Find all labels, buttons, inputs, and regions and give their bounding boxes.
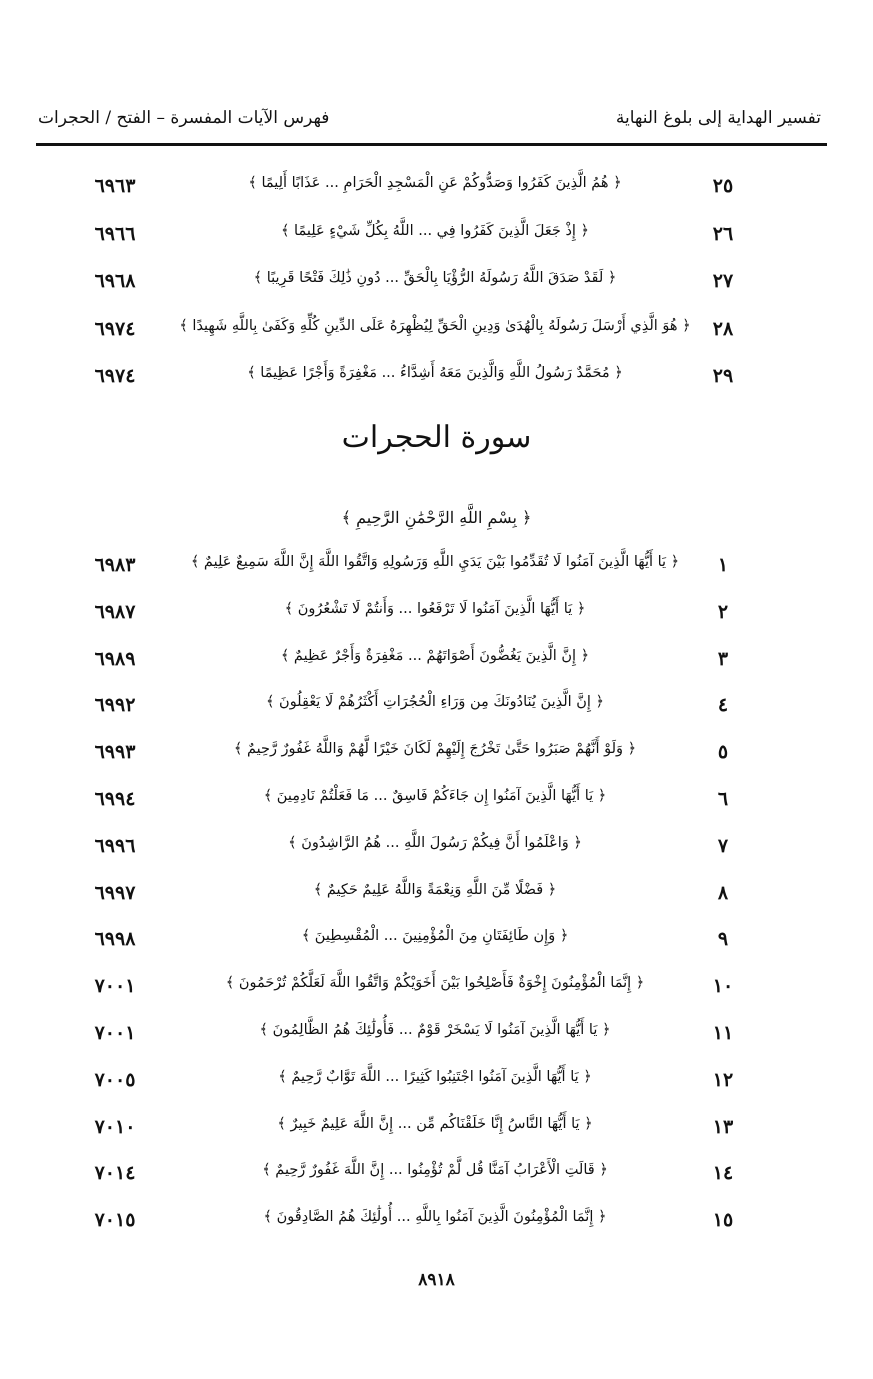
page-reference: ٧٠٠١ [94,1022,136,1044]
verse-number: ٢٥ [712,175,734,197]
verse-number: ١٥ [712,1209,734,1232]
index-row: ٧ ﴿ وَاعْلَمُوا أَنَّ فِيكُمْ رَسُولَ الل… [0,835,873,865]
index-row: ٣ ﴿ إِنَّ الَّذِينَ يَغُضُّونَ أَصْوَاتَه… [0,648,873,678]
verse-number: ١٢ [712,1068,734,1091]
running-header-section-title: فهرس الآيات المفسرة – الفتح / الحجرات [38,108,330,128]
verse-number: ٨ [717,881,729,904]
verse-text: ﴿ يَا أَيُّهَا الَّذِينَ آمَنُوا لَا تُق… [190,554,680,570]
index-row: ١٢ ﴿ يَا أَيُّهَا الَّذِينَ آمَنُوا اجْتَ… [0,1069,873,1099]
verse-number: ١٤ [712,1162,734,1185]
surah-title: سورة الحجرات [341,420,532,455]
verse-number: ٥ [717,741,729,764]
verse-text: ﴿ إِنَّمَا الْمُؤْمِنُونَ الَّذِينَ آمَن… [263,1209,607,1226]
page-reference: ٦٩٧٤ [94,317,136,340]
page-reference: ٧٠١٥ [94,1209,136,1232]
verse-number: ٢ [717,600,729,623]
index-row: ٦ ﴿ يَا أَيُّهَا الَّذِينَ آمَنُوا إِن جَ… [0,788,873,818]
verse-text: ﴿ وَاعْلَمُوا أَنَّ فِيكُمْ رَسُولَ اللَ… [288,834,582,851]
page-reference: ٦٩٨٣ [94,554,136,576]
verse-number: ٧ [717,834,729,857]
verse-number: ٣ [717,647,729,670]
index-row: ٨ ﴿ فَضْلًا مِّنَ اللَّهِ وَنِعْمَةً وَال… [0,882,873,912]
page-reference: ٦٩٩٦ [94,834,136,857]
verse-number: ٢٧ [712,270,734,292]
page-reference: ٦٩٧٤ [94,365,136,387]
verse-text: ﴿ إِنَّمَا الْمُؤْمِنُونَ إِخْوَةٌ فَأَص… [225,975,645,992]
verse-number: ١٠ [712,975,734,998]
verse-text: ﴿ يَا أَيُّهَا الَّذِينَ آمَنُوا إِن جَا… [263,788,607,804]
index-row: ٢٧ ﴿ لَقَدْ صَدَقَ اللَّهُ رَسُولَهُ الرُ… [0,270,873,300]
page-reference: ٦٩٦٣ [94,175,136,197]
verse-text: ﴿ لَقَدْ صَدَقَ اللَّهُ رَسُولَهُ الرُّؤ… [253,270,617,286]
verse-text: ﴿ وَلَوْ أَنَّهُمْ صَبَرُوا حَتَّىٰ تَخْ… [233,741,637,758]
index-row: ١٤ ﴿ قَالَتِ الْأَعْرَابُ آمَنَّا قُل لَّ… [0,1162,873,1192]
verse-number: ١ [717,554,729,576]
verse-text: ﴿ وَإِن طَائِفَتَانِ مِنَ الْمُؤْمِنِينَ… [301,928,569,945]
page-reference: ٦٩٩٣ [94,741,136,764]
index-row: ١٥ ﴿ إِنَّمَا الْمُؤْمِنُونَ الَّذِينَ آم… [0,1209,873,1239]
verse-number: ٢٩ [712,365,734,387]
page-reference: ٦٩٩٤ [94,788,136,810]
page-reference: ٦٩٦٨ [94,270,136,292]
page-reference: ٦٩٩٢ [94,694,136,717]
verse-number: ١٣ [712,1115,734,1138]
page-number: ٨٩١٨ [418,1270,455,1290]
page-reference: ٦٩٩٧ [94,881,136,904]
page-reference: ٦٩٦٦ [94,222,136,245]
index-row: ١٣ ﴿ يَا أَيُّهَا النَّاسُ إِنَّا خَلَقْن… [0,1116,873,1146]
verse-text: ﴿ إِذْ جَعَلَ الَّذِينَ كَفَرُوا فِي ...… [280,222,590,239]
header-rule [36,143,827,146]
verse-number: ٩ [717,928,729,951]
basmala: ﴿ بِسْمِ اللَّهِ الرَّحْمَٰنِ الرَّحِيمِ… [341,508,532,527]
index-row: ١٠ ﴿ إِنَّمَا الْمُؤْمِنُونَ إِخْوَةٌ فَأ… [0,975,873,1005]
verse-number: ٦ [717,788,729,810]
verse-text: ﴿ فَضْلًا مِّنَ اللَّهِ وَنِعْمَةً وَالل… [313,881,557,898]
verse-text: ﴿ يَا أَيُّهَا النَّاسُ إِنَّا خَلَقْنَا… [277,1115,593,1132]
page-reference: ٦٩٩٨ [94,928,136,951]
index-row: ٢٥ ﴿ هُمُ الَّذِينَ كَفَرُوا وَصَدُّوكُمْ… [0,175,873,205]
index-row: ٢ ﴿ يَا أَيُّهَا الَّذِينَ آمَنُوا لَا تَ… [0,601,873,631]
verse-text: ﴿ مُحَمَّدٌ رَسُولُ اللَّهِ وَالَّذِينَ … [247,365,623,381]
index-row: ٩ ﴿ وَإِن طَائِفَتَانِ مِنَ الْمُؤْمِنِين… [0,928,873,958]
index-row: ١١ ﴿ يَا أَيُّهَا الَّذِينَ آمَنُوا لَا ي… [0,1022,873,1052]
verse-number: ١١ [712,1022,734,1044]
page-reference: ٧٠١٤ [94,1162,136,1185]
verse-number: ٢٨ [712,317,734,340]
page-reference: ٧٠٠٥ [94,1068,136,1091]
verse-number: ٢٦ [712,222,734,245]
verse-number: ٤ [717,694,729,717]
index-row: ٢٦ ﴿ إِذْ جَعَلَ الَّذِينَ كَفَرُوا فِي .… [0,223,873,253]
page-reference: ٦٩٨٧ [94,600,136,623]
verse-text: ﴿ إِنَّ الَّذِينَ يُنَادُونَكَ مِن وَرَا… [265,694,605,711]
index-row: ٥ ﴿ وَلَوْ أَنَّهُمْ صَبَرُوا حَتَّىٰ تَخ… [0,741,873,771]
index-row: ١ ﴿ يَا أَيُّهَا الَّذِينَ آمَنُوا لَا تُ… [0,554,873,584]
index-row: ٢٨ ﴿ هُوَ الَّذِي أَرْسَلَ رَسُولَهُ بِال… [0,318,873,348]
index-row: ٢٩ ﴿ مُحَمَّدٌ رَسُولُ اللَّهِ وَالَّذِين… [0,365,873,395]
verse-text: ﴿ إِنَّ الَّذِينَ يَغُضُّونَ أَصْوَاتَهُ… [280,647,590,664]
verse-text: ﴿ يَا أَيُّهَا الَّذِينَ آمَنُوا اجْتَنِ… [278,1068,592,1085]
running-header-book-title: تفسير الهداية إلى بلوغ النهاية [615,108,821,128]
verse-text: ﴿ يَا أَيُّهَا الَّذِينَ آمَنُوا لَا يَس… [259,1022,611,1038]
page-reference: ٧٠٠١ [94,975,136,998]
verse-text: ﴿ يَا أَيُّهَا الَّذِينَ آمَنُوا لَا تَر… [284,600,586,617]
verse-text: ﴿ قَالَتِ الْأَعْرَابُ آمَنَّا قُل لَّمْ… [262,1162,608,1179]
verse-text: ﴿ هُمُ الَّذِينَ كَفَرُوا وَصَدُّوكُمْ ع… [248,175,622,191]
page-reference: ٧٠١٠ [94,1115,136,1138]
index-row: ٤ ﴿ إِنَّ الَّذِينَ يُنَادُونَكَ مِن وَرَ… [0,694,873,724]
page-reference: ٦٩٨٩ [94,647,136,670]
verse-text: ﴿ هُوَ الَّذِي أَرْسَلَ رَسُولَهُ بِالْه… [179,317,691,334]
